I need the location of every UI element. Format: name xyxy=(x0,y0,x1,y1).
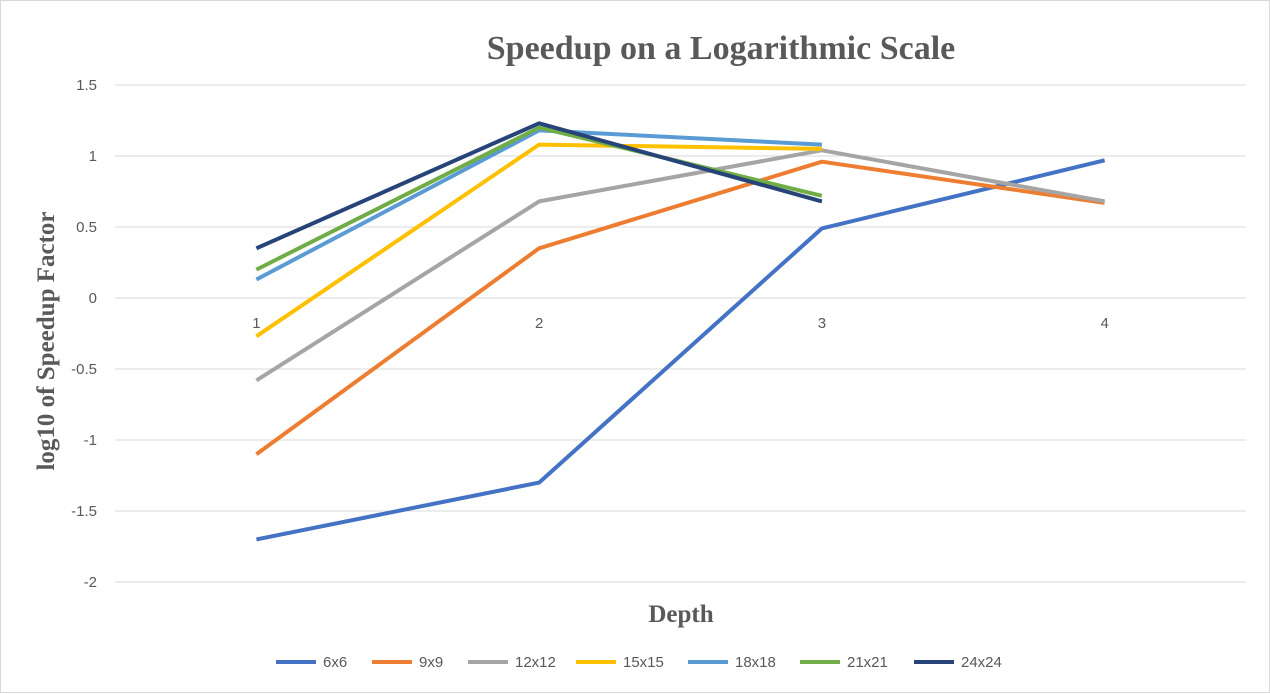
series-line-6x6 xyxy=(256,158,1106,542)
y-tick-labels: -2 -1.5 -1 -0.5 0 0.5 1 1.5 xyxy=(71,77,97,591)
legend-item-12x12: 12x12 xyxy=(468,654,556,671)
y-axis-title: log10 of Speedup Factor xyxy=(33,211,60,470)
chart-title: Speedup on a Logarithmic Scale xyxy=(487,30,955,67)
legend-label: 15x15 xyxy=(623,654,664,671)
legend-item-24x24: 24x24 xyxy=(914,654,1002,671)
series-line-24x24 xyxy=(255,121,823,251)
x-tick-label: 1 xyxy=(252,315,260,332)
series-line-18x18 xyxy=(255,128,823,282)
x-tick-label: 2 xyxy=(535,315,543,332)
legend-label: 21x21 xyxy=(847,654,888,671)
legend: 6x6 9x9 12x12 15x15 18x18 21x21 24x24 xyxy=(276,654,1002,671)
x-tick-labels: 1 2 3 4 xyxy=(252,315,1109,332)
legend-item-18x18: 18x18 xyxy=(688,654,776,671)
y-tick-label: -1.5 xyxy=(71,503,97,520)
legend-label: 6x6 xyxy=(323,654,347,671)
legend-label: 18x18 xyxy=(735,654,776,671)
y-tick-label: 0 xyxy=(89,290,97,307)
legend-item-9x9: 9x9 xyxy=(372,654,443,671)
legend-item-15x15: 15x15 xyxy=(576,654,664,671)
y-tick-label: -2 xyxy=(84,574,97,591)
x-tick-label: 3 xyxy=(818,315,826,332)
legend-item-21x21: 21x21 xyxy=(800,654,888,671)
legend-item-6x6: 6x6 xyxy=(276,654,347,671)
series-lines xyxy=(255,121,1106,542)
series-line-12x12 xyxy=(255,148,1105,383)
grid-lines xyxy=(115,84,1246,583)
x-axis-title: Depth xyxy=(648,601,713,628)
x-tick-label: 4 xyxy=(1100,315,1108,332)
y-tick-label: 1.5 xyxy=(76,77,97,94)
y-tick-label: -0.5 xyxy=(71,361,97,378)
legend-label: 24x24 xyxy=(961,654,1002,671)
legend-label: 9x9 xyxy=(419,654,443,671)
series-line-21x21 xyxy=(255,125,823,272)
y-tick-label: -1 xyxy=(84,432,97,449)
y-tick-label: 1 xyxy=(89,148,97,165)
y-tick-label: 0.5 xyxy=(76,219,97,236)
series-line-9x9 xyxy=(255,159,1105,456)
series-line-15x15 xyxy=(255,142,822,338)
legend-label: 12x12 xyxy=(515,654,556,671)
